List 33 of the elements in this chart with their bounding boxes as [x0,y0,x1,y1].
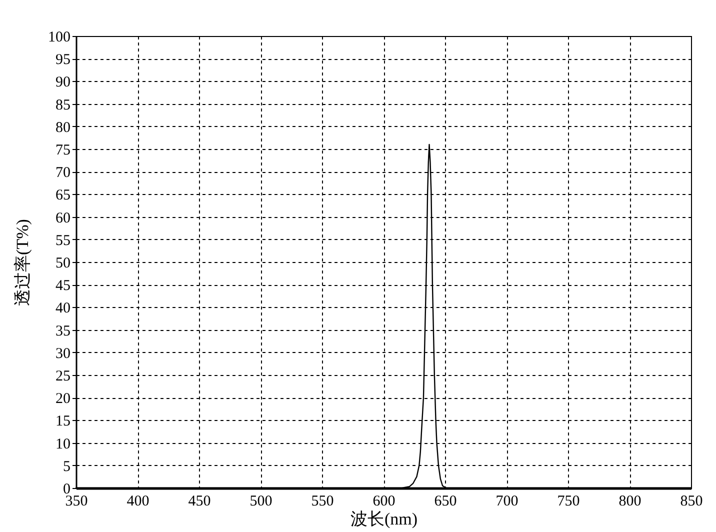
y-tick-label: 80 [56,120,70,136]
x-axis-title: 波长(nm) [350,510,418,528]
x-tick-label: 450 [188,494,211,510]
x-tick-label: 350 [65,494,88,510]
y-tick-label: 50 [56,256,70,272]
x-tick-label: 600 [372,494,396,510]
x-tick-label: 650 [434,494,457,510]
y-tick-label: 70 [56,165,70,182]
y-tick-label: 85 [56,97,70,114]
y-tick-label: 5 [63,458,70,475]
x-tick-label: 700 [496,494,518,510]
y-tick-label: 15 [56,414,70,430]
y-tick-label: 100 [48,30,70,46]
y-tick-label: 65 [56,188,70,204]
y-tick-label: 30 [56,346,70,362]
x-tick-label: 850 [680,494,703,510]
x-tick-label: 800 [618,494,642,510]
y-tick-label: 35 [56,323,70,340]
y-tick-label: 95 [56,52,70,68]
y-tick-label: 55 [56,232,70,249]
y-tick-label: 25 [56,368,70,384]
y-tick-label: 20 [56,391,70,408]
x-tick-label: 550 [311,494,334,510]
x-tick-label: 500 [250,494,272,510]
x-tick-label: 400 [126,494,150,510]
y-tick-label: 40 [56,300,70,317]
y-tick-label: 75 [56,142,70,158]
y-tick-label: 90 [56,74,70,91]
y-tick-label: 60 [56,210,70,226]
y-tick-label: 45 [56,278,70,294]
y-axis-title: 透过率(T%) [13,219,32,306]
y-tick-label: 10 [56,436,70,452]
x-tick-label: 750 [557,494,580,510]
